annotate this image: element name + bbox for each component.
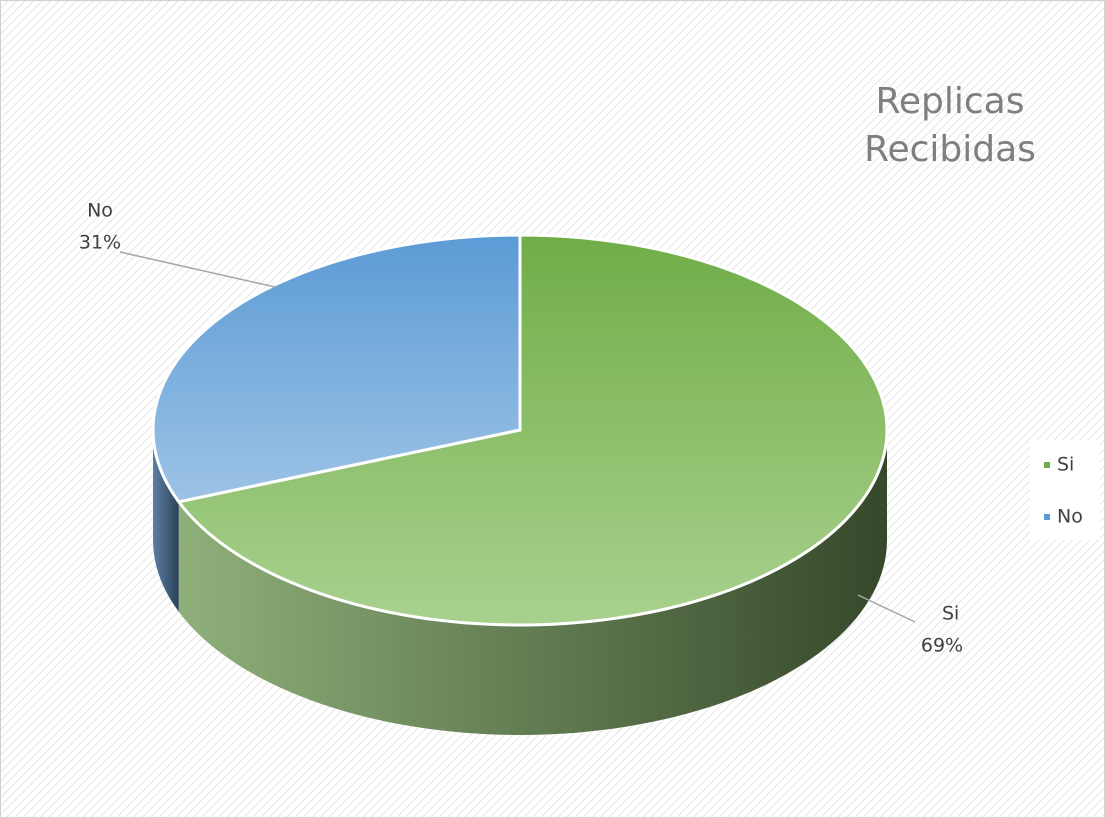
legend-label: Si xyxy=(1057,454,1074,476)
leader-line xyxy=(857,594,916,623)
chart-title: Replicas Recibidas xyxy=(864,81,1036,170)
legend-box xyxy=(1030,440,1100,540)
data-label-value: 31% xyxy=(79,232,121,254)
slice xyxy=(151,233,522,504)
legend-marker xyxy=(1044,514,1050,520)
legend-label: No xyxy=(1057,506,1083,528)
slice-side xyxy=(153,430,179,612)
data-label-value: 69% xyxy=(921,635,963,657)
legend-marker xyxy=(1044,462,1050,468)
slice xyxy=(176,233,889,627)
slice-side xyxy=(178,430,887,735)
data-label-category: No xyxy=(87,200,113,222)
leader-line xyxy=(119,251,276,288)
data-label-category: Si xyxy=(942,603,959,625)
